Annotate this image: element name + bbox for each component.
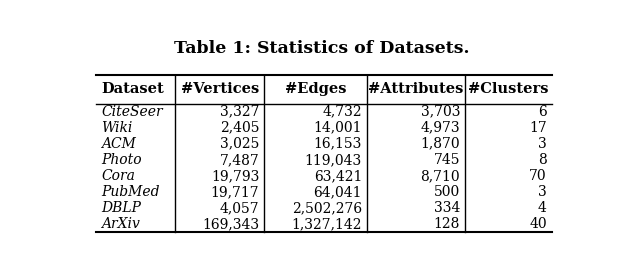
Text: 6: 6 <box>538 105 547 119</box>
Text: CiteSeer: CiteSeer <box>101 105 163 119</box>
Text: 128: 128 <box>434 217 460 231</box>
Text: 16,153: 16,153 <box>313 137 362 151</box>
Text: 2,502,276: 2,502,276 <box>292 201 362 215</box>
Text: 70: 70 <box>529 169 547 183</box>
Text: 7,487: 7,487 <box>220 153 259 167</box>
Text: 14,001: 14,001 <box>313 121 362 135</box>
Text: 4,057: 4,057 <box>220 201 259 215</box>
Text: Cora: Cora <box>101 169 135 183</box>
Text: Wiki: Wiki <box>101 121 133 135</box>
Text: 3: 3 <box>538 185 547 199</box>
Text: 500: 500 <box>434 185 460 199</box>
Text: 3: 3 <box>538 137 547 151</box>
Text: 8,710: 8,710 <box>420 169 460 183</box>
Text: 19,717: 19,717 <box>211 185 259 199</box>
Text: 64,041: 64,041 <box>313 185 362 199</box>
Text: #Vertices: #Vertices <box>181 82 259 96</box>
Text: 745: 745 <box>433 153 460 167</box>
Text: Dataset: Dataset <box>101 82 164 96</box>
Text: 169,343: 169,343 <box>202 217 259 231</box>
Text: ArXiv: ArXiv <box>101 217 140 231</box>
Text: #Attributes: #Attributes <box>368 82 463 96</box>
Text: ACM: ACM <box>101 137 136 151</box>
Text: 4: 4 <box>538 201 547 215</box>
Text: 3,025: 3,025 <box>220 137 259 151</box>
Text: 4,973: 4,973 <box>420 121 460 135</box>
Text: 8: 8 <box>538 153 547 167</box>
Text: 3,703: 3,703 <box>421 105 460 119</box>
Text: 119,043: 119,043 <box>305 153 362 167</box>
Text: Photo: Photo <box>101 153 142 167</box>
Text: PubMed: PubMed <box>101 185 160 199</box>
Text: 19,793: 19,793 <box>211 169 259 183</box>
Text: 2,405: 2,405 <box>220 121 259 135</box>
Text: 334: 334 <box>434 201 460 215</box>
Text: 4,732: 4,732 <box>322 105 362 119</box>
Text: 63,421: 63,421 <box>313 169 362 183</box>
Text: 1,327,142: 1,327,142 <box>291 217 362 231</box>
Text: #Edges: #Edges <box>285 82 346 96</box>
Text: #Clusters: #Clusters <box>468 82 548 96</box>
Text: 3,327: 3,327 <box>220 105 259 119</box>
Text: 17: 17 <box>529 121 547 135</box>
Text: DBLP: DBLP <box>101 201 141 215</box>
Text: 40: 40 <box>529 217 547 231</box>
Text: 1,870: 1,870 <box>420 137 460 151</box>
Text: Table 1: Statistics of Datasets.: Table 1: Statistics of Datasets. <box>174 40 470 57</box>
